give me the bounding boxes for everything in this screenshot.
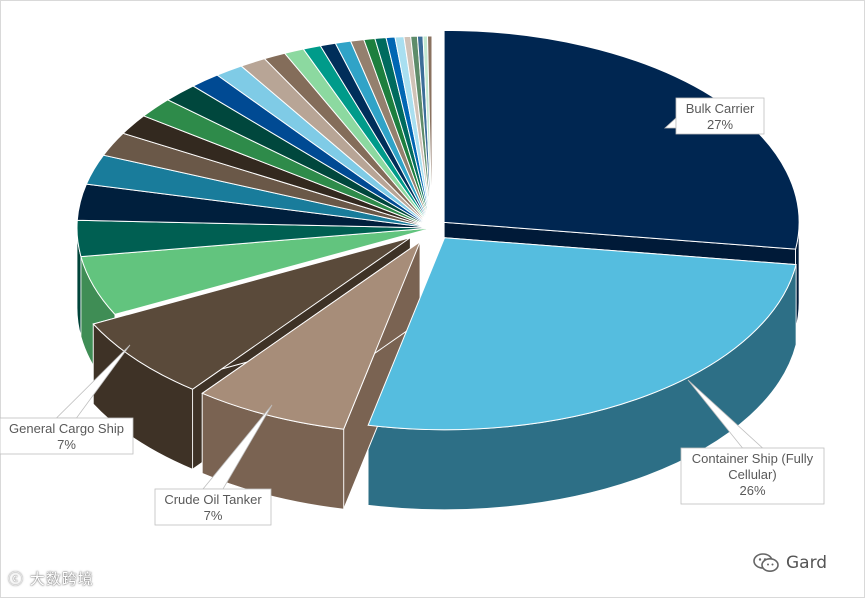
watermark-right-text: Gard xyxy=(786,553,828,573)
pie-slice-3 xyxy=(92,237,411,390)
pie-tops xyxy=(76,29,800,431)
callout-0-box xyxy=(675,97,765,135)
pie-slice-29 xyxy=(426,35,433,229)
callout-1-line-1: Cellular) xyxy=(728,467,776,482)
callout-1-line-2: 26% xyxy=(739,483,765,498)
wechat-icon xyxy=(753,553,779,572)
callout-1-line-0: Container Ship (Fully xyxy=(692,451,814,466)
callout-3-line-0: General Cargo Ship xyxy=(9,421,124,436)
callout-2-line-0: Crude Oil Tanker xyxy=(164,492,262,507)
callout-1-box xyxy=(680,447,825,505)
callout-3-line-1: 7% xyxy=(57,437,76,452)
callout-2-line-1: 7% xyxy=(204,508,223,523)
callout-0-line-0: Bulk Carrier xyxy=(686,101,755,116)
watermark-left-text: 大数跨境 xyxy=(29,570,94,588)
callout-2-box xyxy=(154,488,272,526)
callout-3-box xyxy=(0,417,134,455)
watermark-left-logo: ⓒ xyxy=(8,570,25,588)
pie-slice-1 xyxy=(367,237,797,431)
watermark-right: Gard xyxy=(752,552,827,574)
watermark-left: ⓒ 大数跨境 xyxy=(8,568,94,589)
callout-0-line-1: 27% xyxy=(707,117,733,132)
pie-slice-2 xyxy=(201,240,422,430)
pie-slice-0 xyxy=(443,29,800,250)
